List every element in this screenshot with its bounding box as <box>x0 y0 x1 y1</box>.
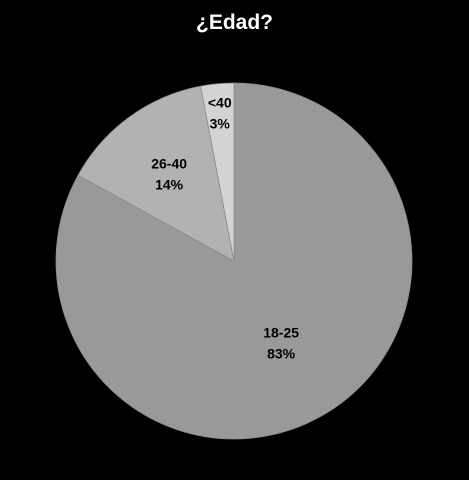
slice-category-label-1: 18-25 <box>263 325 299 341</box>
slice-value-label-3: 3% <box>210 115 231 131</box>
chart-title: ¿Edad? <box>196 11 273 34</box>
slice-value-label-1: 83% <box>267 346 296 362</box>
slice-category-label-2: 26-40 <box>151 156 187 172</box>
pie-slice-1 <box>55 82 413 440</box>
pie-slice-3 <box>200 82 235 262</box>
pie-slice-2 <box>77 85 235 262</box>
slice-value-label-2: 14% <box>155 177 184 193</box>
slice-category-label-3: <40 <box>208 94 232 110</box>
